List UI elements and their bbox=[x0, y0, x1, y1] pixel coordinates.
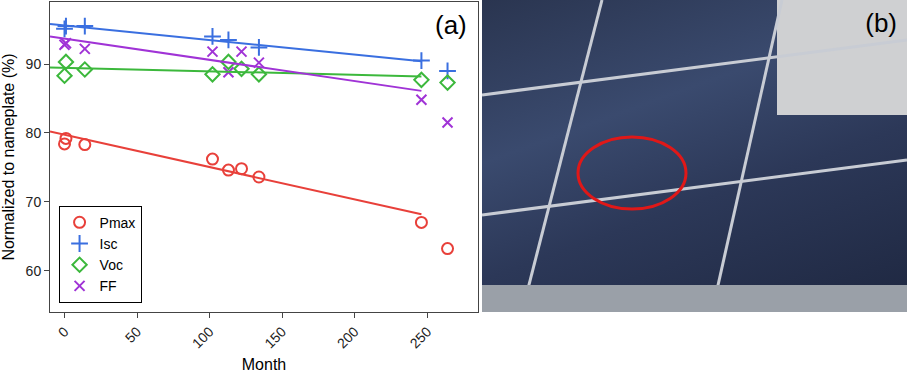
svg-text:Voc: Voc bbox=[100, 257, 123, 273]
svg-text:FF: FF bbox=[100, 278, 117, 294]
svg-text:Normalized to nameplate (%): Normalized to nameplate (%) bbox=[0, 53, 17, 260]
svg-text:90: 90 bbox=[26, 56, 42, 72]
svg-text:(a): (a) bbox=[435, 10, 467, 40]
svg-text:250: 250 bbox=[406, 323, 434, 351]
svg-text:70: 70 bbox=[26, 194, 42, 210]
svg-text:80: 80 bbox=[26, 125, 42, 141]
svg-text:Isc: Isc bbox=[100, 236, 118, 252]
svg-text:0: 0 bbox=[55, 323, 72, 340]
svg-text:Month: Month bbox=[242, 356, 286, 373]
svg-text:150: 150 bbox=[261, 323, 289, 351]
svg-text:100: 100 bbox=[189, 323, 217, 351]
svg-text:200: 200 bbox=[334, 323, 362, 351]
svg-text:60: 60 bbox=[26, 263, 42, 279]
html-text:(b): (b) bbox=[865, 8, 897, 38]
svg-text:Pmax: Pmax bbox=[100, 215, 136, 231]
svg-text:50: 50 bbox=[122, 323, 144, 345]
